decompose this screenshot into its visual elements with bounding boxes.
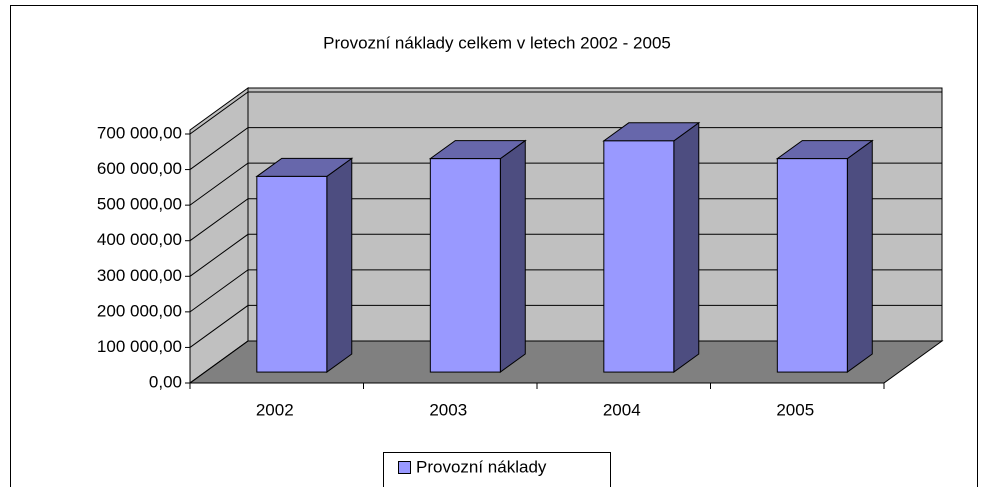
grid-line (189, 340, 942, 384)
bar-side (846, 139, 873, 374)
legend-swatch (398, 461, 411, 474)
bar (603, 140, 675, 373)
grid-line (189, 91, 942, 135)
grid-line (189, 198, 942, 242)
x-tick-label: 2004 (603, 400, 641, 419)
y-tick-label: 200 000,00 (97, 301, 182, 320)
x-tick-label: 2002 (256, 400, 294, 419)
grid-line (189, 233, 942, 277)
bar-side (673, 121, 700, 374)
side-wall (189, 87, 249, 384)
y-tick-label: 300 000,00 (97, 266, 182, 285)
grid-line (189, 127, 942, 170)
grid-line (189, 269, 942, 313)
y-tick-label: 600 000,00 (97, 159, 182, 178)
y-tick-label: 700 000,00 (97, 123, 182, 142)
legend-label: Provozní náklady (416, 457, 547, 476)
legend-frame (383, 452, 611, 487)
bar (429, 158, 501, 373)
y-tick-label: 100 000,00 (97, 337, 182, 356)
bar (776, 158, 848, 373)
bar-side (326, 157, 353, 374)
x-tick-label: 2003 (429, 400, 467, 419)
x-tick-label: 2005 (776, 400, 814, 419)
grid-line (189, 162, 942, 206)
bar (256, 175, 328, 373)
y-tick-label: 400 000,00 (97, 230, 182, 249)
chart-title: Provozní náklady celkem v letech 2002 - … (323, 33, 671, 52)
y-tick-label: 500 000,00 (97, 195, 182, 214)
grid-line (189, 304, 942, 348)
y-tick-label: 0,00 (149, 372, 182, 391)
bar-side (499, 139, 526, 374)
